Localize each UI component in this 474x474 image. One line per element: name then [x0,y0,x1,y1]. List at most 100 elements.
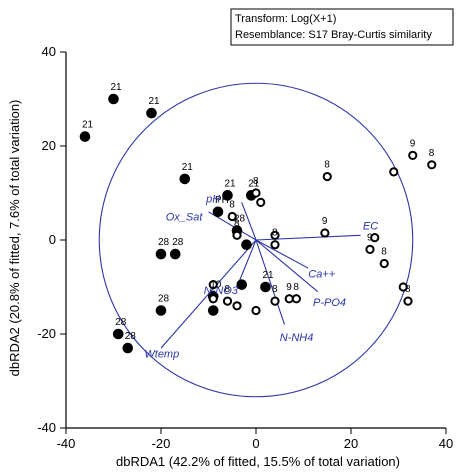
vector-line [255,239,319,293]
x-tick-label: 20 [344,436,358,451]
vector-line [255,239,286,325]
vector-label: P-PO4 [313,297,346,309]
open-point [320,228,330,238]
point-label: 9 [322,216,328,227]
open-point [291,294,301,304]
filled-point [146,107,157,119]
vector-label: Ca++ [308,269,335,281]
vector-line [241,202,257,241]
filled-point [155,305,167,316]
filled-point [241,239,252,250]
point-label: 8 [293,282,299,293]
x-tick-label: 40 [439,436,453,451]
point-label: 10 [210,279,222,290]
open-point [232,230,242,240]
open-point [408,150,418,160]
open-point [251,305,261,316]
y-tick-label: -40 [37,420,56,435]
point-label: 28 [115,317,127,328]
vector-label: Wtemp [144,349,179,361]
open-point [284,294,294,304]
transform-text: Transform: Log(X+1) [235,13,336,25]
point-label: 8 [324,160,330,171]
open-point [222,296,233,306]
filled-point [169,248,181,260]
info-box-border [230,8,454,46]
filled-point [212,206,224,218]
point-label: 8 [234,218,240,229]
point-label: 8 [225,284,231,295]
filled-point [155,248,167,260]
point-label: 9 [410,138,416,149]
filled-point [112,328,124,340]
filled-point [222,190,233,201]
point-label: 9 [367,232,373,243]
resemblance-text: Resemblance: S17 Bray-Curtis similarity [235,29,432,41]
point-label: 8 [272,284,278,295]
point-label: 8 [405,284,411,295]
transform-info-box: Transform: Log(X+1) Resemblance: S17 Bra… [230,8,454,46]
vector-label: EC [363,221,378,233]
point-label: 8 [253,176,259,187]
point-label: 28 [234,214,246,225]
x-axis-ticks: -40 -20 0 20 40 [57,428,453,451]
open-point [227,211,237,222]
open-point [379,258,389,269]
open-point [270,296,280,306]
open-point [251,188,261,198]
point-label: 8 [381,247,387,258]
filled-point [236,279,248,290]
point-label: 21 [111,82,123,93]
vector-label: N-NO3 [204,285,239,297]
point-label: 28 [125,331,137,342]
point-label: 9 [286,282,292,293]
filled-point [79,131,91,142]
vector-label: N-NH4 [280,332,314,344]
open-point [389,167,399,177]
x-axis-title: dbRDA1 (42.2% of fitted, 15.5% of total … [116,454,400,469]
point-label: 28 [158,237,170,248]
open-point [256,197,266,207]
open-point [365,244,375,254]
vector-line [236,239,257,288]
vector-label: Ox_Sat [166,211,204,223]
correlation-circle [98,82,414,398]
y-tick-label: 40 [42,44,56,59]
open-point [270,240,280,250]
open-point [398,282,408,292]
point-label: 21 [82,120,94,131]
open-point [270,230,280,240]
point-label: 28 [172,237,184,248]
point-label: 21 [248,178,260,189]
open-point [403,296,413,306]
x-tick-label: 0 [252,436,259,451]
open-point [370,233,380,243]
filled-point [207,305,219,316]
point-label: 21 [182,162,194,173]
vector-line [255,239,309,269]
point-label: 28 [158,294,170,305]
open-point [232,301,242,311]
y-axis-ticks: -40 -20 0 20 40 [37,44,66,435]
point-label: 21 [225,178,237,189]
point-label: 8 [229,200,235,211]
sample-points [79,93,437,354]
filled-point [122,342,134,354]
point-label: PH [215,195,229,206]
open-point [208,294,218,304]
y-axis-title: dbRDA2 (20.8% of fitted, 7.6% of total v… [7,100,22,377]
point-label: 8 [429,148,435,159]
point-label: 8 [272,228,278,239]
filled-point [260,281,271,293]
y-tick-label: 0 [49,232,56,247]
point-label: 21 [149,96,161,107]
open-point [322,171,332,182]
point-label: 21 [263,270,275,281]
x-tick-label: -20 [152,436,171,451]
filled-point [108,93,119,105]
y-tick-label: 20 [42,138,56,153]
vector-label: pH [205,193,220,205]
